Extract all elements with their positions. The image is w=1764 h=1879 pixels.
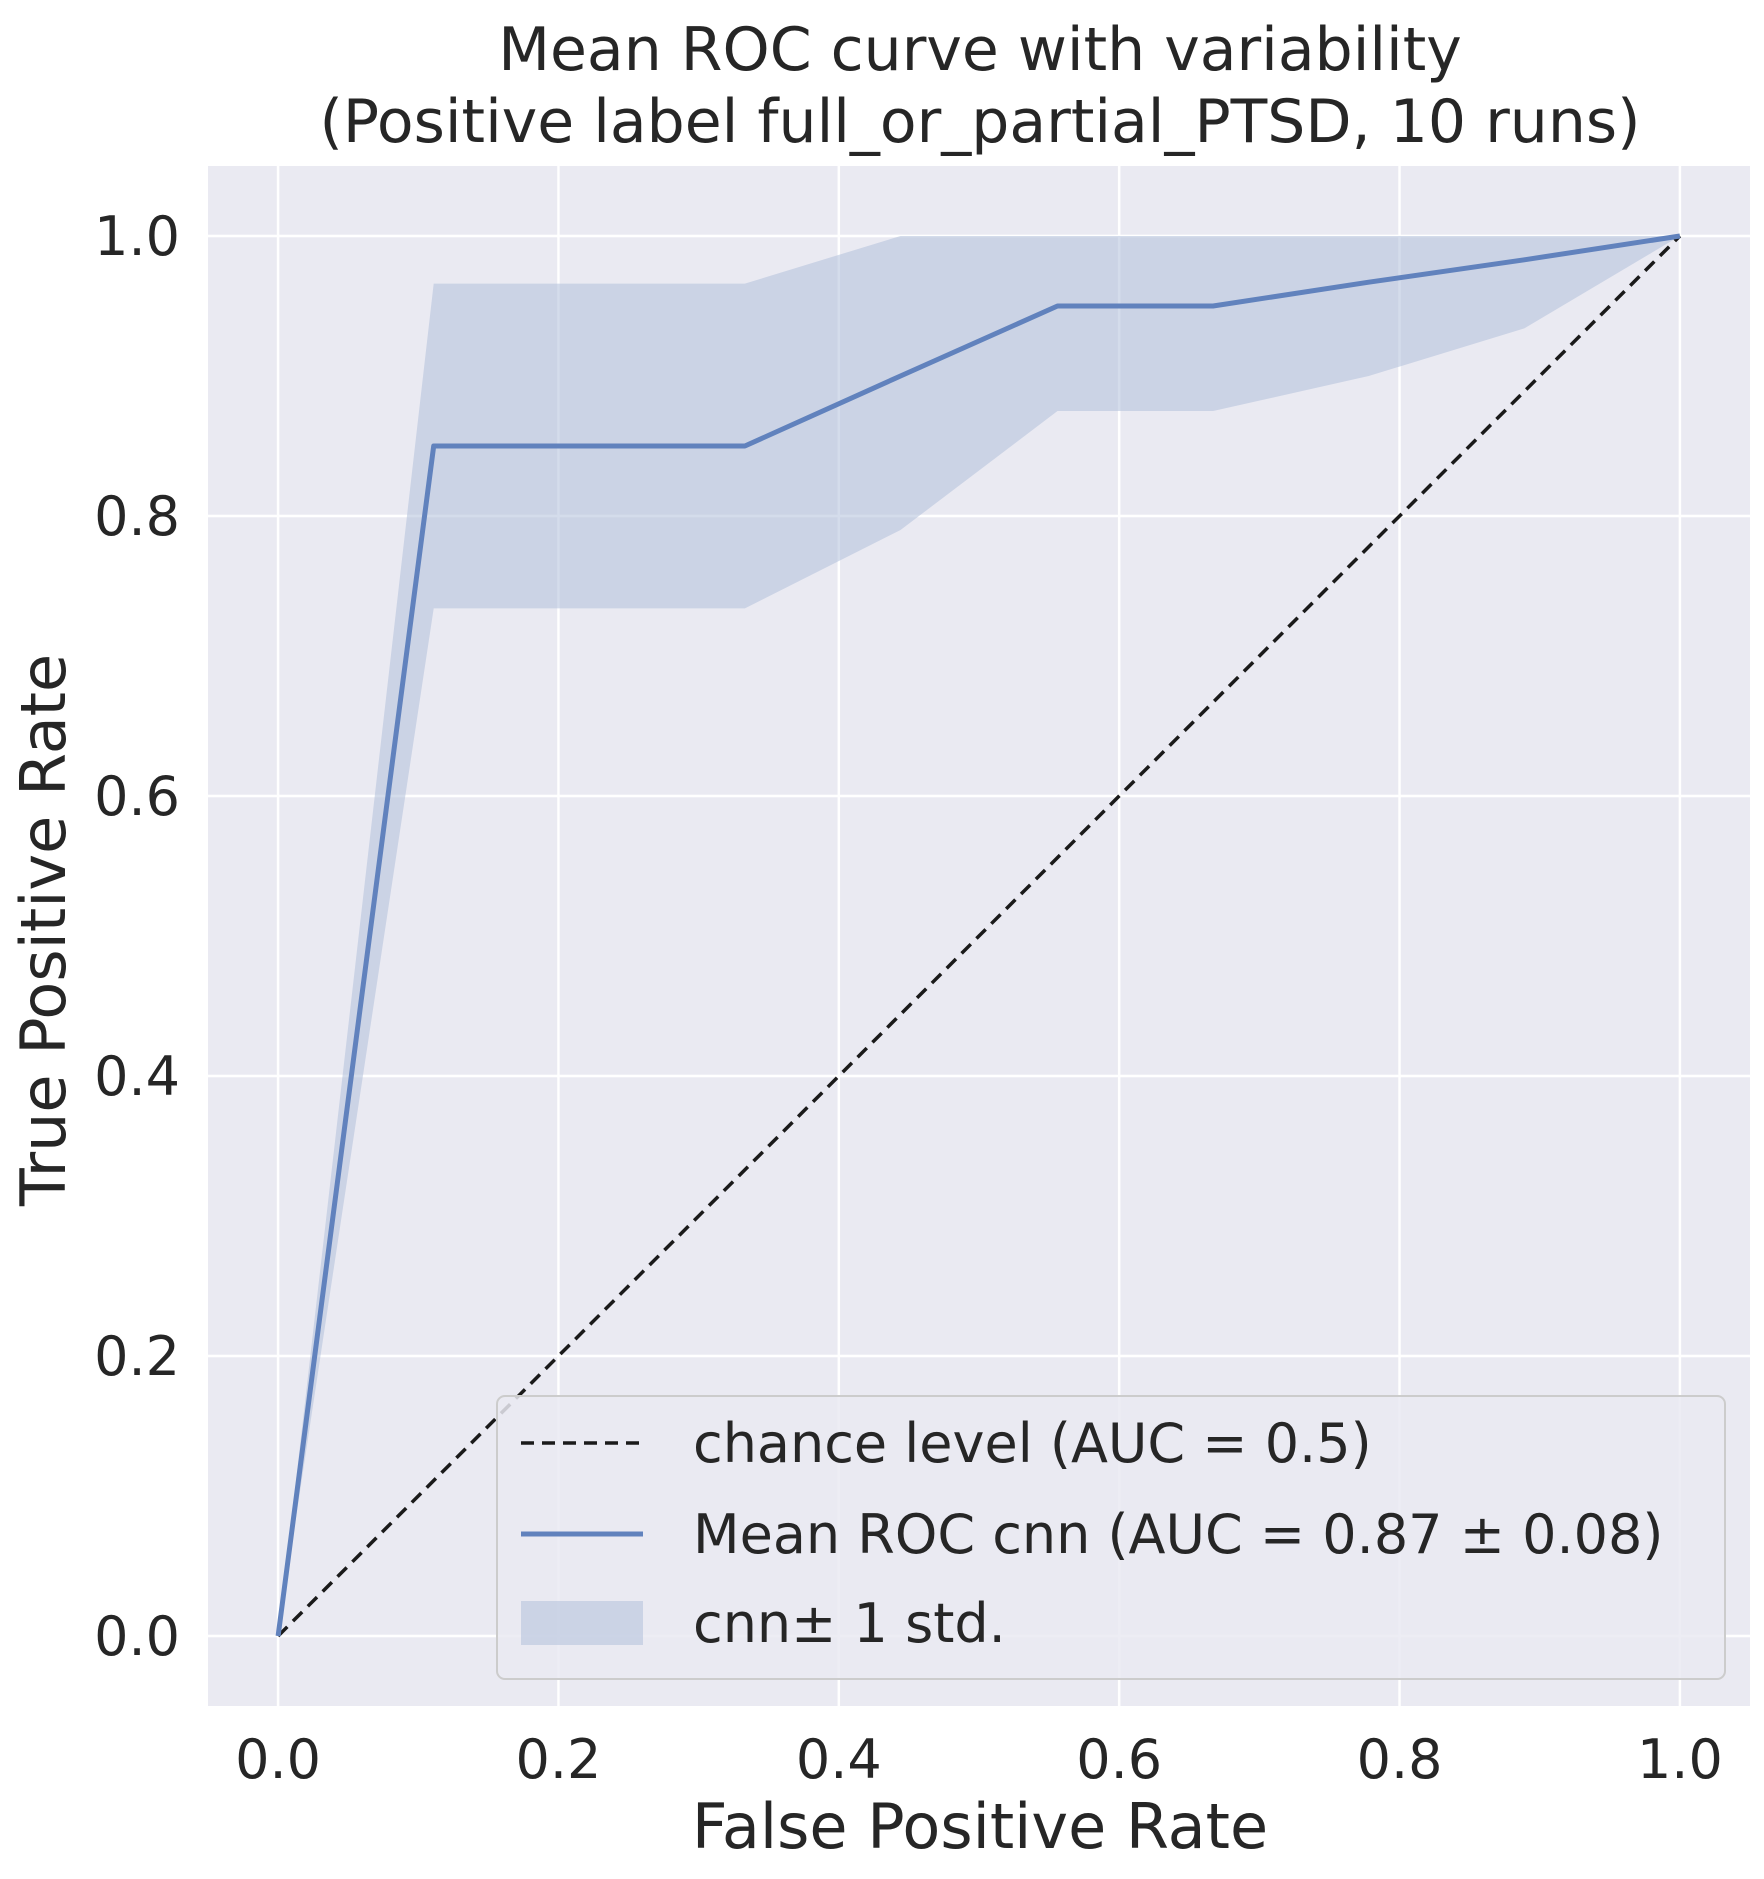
- x-tick-label: 0.2: [516, 1728, 602, 1791]
- y-tick-label: 1.0: [94, 205, 180, 268]
- x-tick-label: 0.0: [235, 1728, 321, 1791]
- y-tick-label: 0.2: [94, 1325, 180, 1388]
- mean-roc-line: [275, 233, 1681, 1637]
- x-tick-label: 1.0: [1637, 1728, 1723, 1791]
- y-tick-label: 0.0: [94, 1605, 180, 1668]
- y-tick-label: 0.4: [94, 1045, 180, 1108]
- x-tick-label: 0.6: [1076, 1728, 1162, 1791]
- x-axis-label: False Positive Rate: [692, 1790, 1268, 1863]
- plot-area: 0.0 0.2 0.4 0.6 0.8 1.0 0.0 0.2 0.4 0.6 0.8 1.0 chan…: [94, 166, 1750, 1791]
- legend-box: [496, 1395, 1726, 1680]
- x-tick-label: 0.4: [796, 1728, 882, 1791]
- y-axis-label: True Positive Rate: [7, 654, 80, 1207]
- std-band: [278, 236, 1680, 1636]
- legend-label: cnn± 1 std.: [693, 1592, 1006, 1655]
- y-tick-label: 0.8: [94, 485, 180, 548]
- legend-band-swatch: [521, 1601, 643, 1645]
- legend-label: chance level (AUC = 0.5): [693, 1412, 1372, 1475]
- y-tick-label: 0.6: [94, 765, 180, 828]
- chart-subtitle: (Positive label full_or_partial_PTSD, 10…: [319, 87, 1640, 157]
- legend: chance level (AUC = 0.5) Mean ROC cnn (AU…: [496, 1395, 1726, 1680]
- x-tick-label: 0.8: [1357, 1728, 1443, 1791]
- chance-line: [276, 234, 1682, 1638]
- legend-label: Mean ROC cnn (AUC = 0.87 ± 0.08): [693, 1503, 1663, 1566]
- chart-title: Mean ROC curve with variability: [498, 15, 1462, 85]
